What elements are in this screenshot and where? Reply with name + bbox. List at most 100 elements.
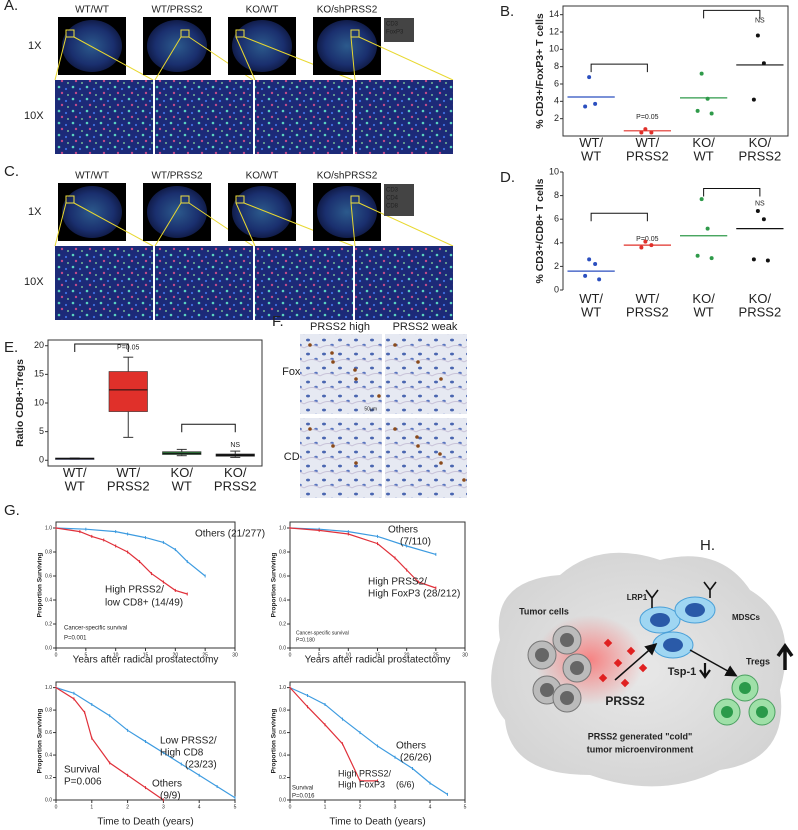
plot-frame (289, 681, 466, 801)
annotation: Survival (64, 765, 100, 776)
annotation: P=0.016 (292, 794, 315, 800)
y-tick-label: 10 (549, 44, 559, 54)
x-tick-label: 1 (324, 804, 327, 810)
significance-bracket (703, 188, 761, 197)
x-tick-label: WT/WT (579, 291, 603, 320)
row-label: 10X (24, 276, 44, 288)
x-axis-label: Years after radical prostatectomy (305, 655, 451, 666)
tissue (232, 186, 292, 238)
stained-cell (308, 343, 312, 347)
x-tick-label: KO/PRSS2 (739, 291, 782, 320)
annotation: Others (396, 741, 426, 752)
diagram-label: PRSS2 (605, 694, 645, 708)
y-tick-label: 0.4 (45, 597, 52, 603)
zoom-line (73, 202, 154, 247)
x-tick-label: KO/PRSS2 (214, 465, 257, 494)
data-point (709, 111, 714, 116)
zoom-line (235, 36, 256, 81)
x-tick-label: 5 (318, 652, 321, 658)
down-arrow (699, 663, 711, 679)
data-point (695, 253, 700, 258)
annotation: Survival (292, 786, 313, 792)
panel-letter: D. (500, 169, 515, 186)
zoom-line (350, 36, 356, 81)
data-point (709, 256, 714, 261)
tissue (147, 186, 207, 238)
x-tick-label: WT/PRSS2 (107, 465, 150, 494)
y-tick-label: 6 (554, 78, 559, 88)
legend-entry: CD3 (386, 188, 399, 194)
annotation: P=0.006 (64, 777, 102, 788)
x-tick-label: 10 (113, 652, 119, 658)
treg-nucleus (756, 706, 768, 718)
survival-curve (289, 527, 436, 555)
annotation: Others (388, 525, 418, 536)
y-tick-label: 0.2 (279, 621, 286, 627)
diagram-label: Tsp-1 (668, 666, 697, 678)
significance-bracket (703, 9, 761, 19)
zoom-box (180, 195, 190, 204)
y-tick-label: 8 (554, 190, 559, 200)
annotation: (26/26) (400, 753, 432, 764)
stained-cell (331, 360, 335, 364)
annotation: High PRSS2/ (368, 577, 427, 588)
box (108, 371, 148, 412)
diagram-label: LRP1 (627, 593, 648, 602)
data-point (695, 108, 700, 113)
arrow (689, 649, 738, 677)
zoom-image (55, 246, 153, 320)
annotation: P=0.180 (296, 637, 315, 643)
significance-bracket (74, 343, 129, 353)
significance-bracket (590, 63, 648, 73)
y-tick-label: 0.0 (279, 645, 286, 651)
data-point (699, 197, 704, 202)
y-tick-label: 14 (549, 9, 559, 19)
y-axis-label: % CD3+/CD8+ T cells (534, 178, 546, 283)
y-tick-label: 0.6 (279, 573, 286, 579)
x-tick-label: KO/WT (692, 291, 715, 320)
zoom-box (350, 195, 360, 204)
prss2-protein (620, 678, 630, 688)
x-tick-label: 1 (90, 804, 93, 810)
column-label: PRSS2 weak (393, 321, 458, 333)
y-tick-label: 0 (39, 455, 44, 465)
up-arrow (776, 642, 794, 670)
diagram-label: PRSS2 generated "cold" (588, 731, 693, 741)
prss2-protein (613, 658, 623, 668)
column-label: KO/WT (246, 5, 279, 16)
data-point (705, 226, 710, 231)
treg-nucleus (739, 682, 751, 694)
annotation: NS (230, 442, 240, 449)
y-tick-label: 0.4 (45, 752, 52, 758)
survival-curve (55, 687, 164, 801)
y-tick-label: 6 (554, 214, 559, 224)
data-point (639, 245, 644, 250)
y-tick-label: 10 (549, 166, 559, 176)
data-point (755, 208, 760, 213)
x-tick-label: 2 (126, 804, 129, 810)
zoom-line (154, 202, 182, 247)
x-tick-label: 10 (346, 652, 352, 658)
x-axis-label: Years after radical prostatectomy (73, 655, 219, 666)
significance-bracket (181, 423, 236, 433)
zoom-box (235, 29, 245, 38)
mdsc-nucleus (663, 638, 683, 652)
annotation: Low PRSS2/ (160, 736, 217, 747)
annotation: NS (755, 201, 765, 208)
zoom-box (65, 195, 75, 204)
prss2-protein (626, 646, 636, 656)
column-label: WT/WT (75, 171, 109, 182)
y-tick-label: 0.0 (45, 797, 52, 803)
x-tick-label: 15 (375, 652, 381, 658)
data-point (649, 130, 654, 135)
x-tick-label: 25 (433, 652, 439, 658)
zoom-image (155, 246, 253, 320)
row-label: 1X (28, 40, 42, 52)
x-tick-label: KO/PRSS2 (739, 135, 782, 164)
column-label: KO/shPRSS2 (317, 171, 378, 182)
diagram-label: Tumor cells (519, 606, 569, 616)
annotation: High PRSS2/ (338, 768, 392, 778)
annotation: P=0.05 (636, 236, 658, 243)
column-label: KO/WT (246, 171, 279, 182)
legend-box (384, 18, 414, 42)
